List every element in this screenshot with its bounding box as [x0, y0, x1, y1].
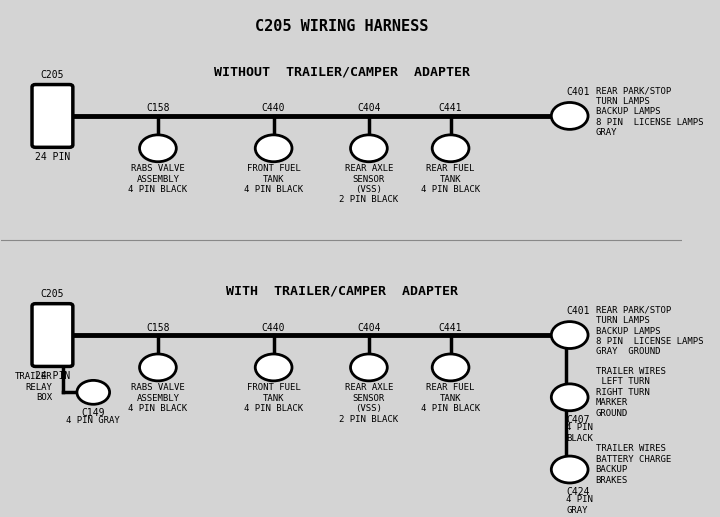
Text: 4 PIN
BLACK: 4 PIN BLACK: [566, 423, 593, 443]
Circle shape: [256, 135, 292, 162]
Text: C407: C407: [566, 415, 590, 425]
Text: REAR FUEL
TANK
4 PIN BLACK: REAR FUEL TANK 4 PIN BLACK: [421, 164, 480, 194]
Text: TRAILER WIRES
BATTERY CHARGE
BACKUP
BRAKES: TRAILER WIRES BATTERY CHARGE BACKUP BRAK…: [595, 445, 671, 484]
Circle shape: [140, 135, 176, 162]
Circle shape: [432, 135, 469, 162]
Circle shape: [140, 354, 176, 381]
Text: REAR FUEL
TANK
4 PIN BLACK: REAR FUEL TANK 4 PIN BLACK: [421, 384, 480, 413]
FancyBboxPatch shape: [32, 303, 73, 367]
Text: C440: C440: [262, 103, 285, 113]
Circle shape: [552, 456, 588, 483]
Text: 4 PIN
GRAY: 4 PIN GRAY: [566, 495, 593, 515]
Text: FRONT FUEL
TANK
4 PIN BLACK: FRONT FUEL TANK 4 PIN BLACK: [244, 384, 303, 413]
Text: TRAILER
RELAY
BOX: TRAILER RELAY BOX: [15, 372, 53, 402]
Text: C158: C158: [146, 323, 170, 332]
Text: C404: C404: [357, 103, 381, 113]
Circle shape: [351, 135, 387, 162]
Text: REAR PARK/STOP
TURN LAMPS
BACKUP LAMPS
8 PIN  LICENSE LAMPS
GRAY  GROUND: REAR PARK/STOP TURN LAMPS BACKUP LAMPS 8…: [595, 306, 703, 356]
Text: C205: C205: [41, 70, 64, 80]
Text: C401: C401: [566, 87, 590, 97]
Text: C205: C205: [41, 289, 64, 299]
Text: RABS VALVE
ASSEMBLY
4 PIN BLACK: RABS VALVE ASSEMBLY 4 PIN BLACK: [128, 164, 187, 194]
FancyBboxPatch shape: [32, 85, 73, 147]
Text: C404: C404: [357, 323, 381, 332]
Text: FRONT FUEL
TANK
4 PIN BLACK: FRONT FUEL TANK 4 PIN BLACK: [244, 164, 303, 194]
Text: C441: C441: [438, 103, 462, 113]
Text: C205 WIRING HARNESS: C205 WIRING HARNESS: [255, 19, 428, 34]
Text: 24 PIN: 24 PIN: [35, 371, 70, 381]
Text: WITHOUT  TRAILER/CAMPER  ADAPTER: WITHOUT TRAILER/CAMPER ADAPTER: [214, 66, 469, 79]
Circle shape: [351, 354, 387, 381]
Text: C440: C440: [262, 323, 285, 332]
Text: 4 PIN GRAY: 4 PIN GRAY: [66, 416, 120, 425]
Text: REAR AXLE
SENSOR
(VSS)
2 PIN BLACK: REAR AXLE SENSOR (VSS) 2 PIN BLACK: [339, 164, 398, 204]
Text: TRAILER WIRES
 LEFT TURN
RIGHT TURN
MARKER
GROUND: TRAILER WIRES LEFT TURN RIGHT TURN MARKE…: [595, 367, 665, 418]
Text: REAR AXLE
SENSOR
(VSS)
2 PIN BLACK: REAR AXLE SENSOR (VSS) 2 PIN BLACK: [339, 384, 398, 423]
Circle shape: [552, 384, 588, 410]
Text: 24 PIN: 24 PIN: [35, 152, 70, 162]
Circle shape: [256, 354, 292, 381]
Circle shape: [552, 102, 588, 129]
Circle shape: [552, 322, 588, 348]
Text: C401: C401: [566, 306, 590, 316]
Text: REAR PARK/STOP
TURN LAMPS
BACKUP LAMPS
8 PIN  LICENSE LAMPS
GRAY: REAR PARK/STOP TURN LAMPS BACKUP LAMPS 8…: [595, 87, 703, 137]
Circle shape: [77, 381, 109, 404]
Text: C424: C424: [566, 487, 590, 497]
Text: C158: C158: [146, 103, 170, 113]
Text: RABS VALVE
ASSEMBLY
4 PIN BLACK: RABS VALVE ASSEMBLY 4 PIN BLACK: [128, 384, 187, 413]
Text: C149: C149: [81, 408, 105, 418]
Text: WITH  TRAILER/CAMPER  ADAPTER: WITH TRAILER/CAMPER ADAPTER: [225, 285, 458, 298]
Text: C441: C441: [438, 323, 462, 332]
Circle shape: [432, 354, 469, 381]
